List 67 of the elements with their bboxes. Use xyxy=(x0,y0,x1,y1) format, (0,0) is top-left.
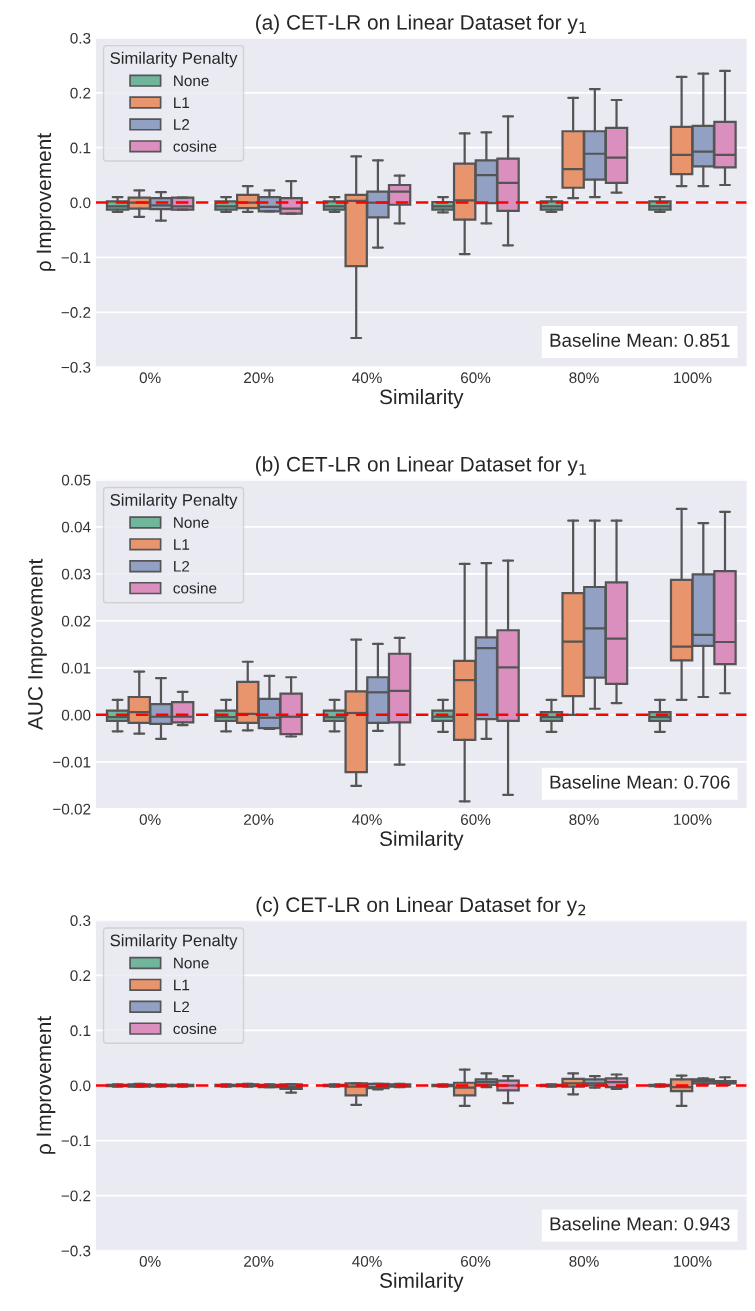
legend-label: cosine xyxy=(173,140,217,152)
x-tick-label: 0% xyxy=(139,372,161,384)
y-tick-label: −0.2 xyxy=(61,1190,91,1202)
y-tick-label: 0.04 xyxy=(61,521,91,533)
legend-label: L2 xyxy=(174,560,190,572)
legend-label: L2 xyxy=(174,1001,190,1013)
y-tick-label: 0.0 xyxy=(70,197,91,209)
legend-label: L2 xyxy=(174,119,190,130)
y-tick-label: 0.0 xyxy=(70,1080,91,1092)
y-axis-title: ρ Improvement xyxy=(36,133,56,271)
x-tick-label: 40% xyxy=(352,1255,382,1267)
y-tick-label: 0.2 xyxy=(70,87,91,99)
legend-label: L1 xyxy=(174,979,190,991)
legend-label: cosine xyxy=(173,582,217,594)
x-axis-title: Similarity xyxy=(379,1272,464,1292)
y-tick-label: −0.01 xyxy=(53,756,91,768)
y-tick-label: 0.00 xyxy=(61,709,91,721)
annotation: Baseline Mean: 0.851 xyxy=(550,333,730,347)
legend-label: None xyxy=(174,517,209,528)
annotation: Baseline Mean: 0.706 xyxy=(550,774,730,789)
x-tick-label: 40% xyxy=(352,372,382,384)
x-tick-label: 20% xyxy=(244,814,274,825)
x-tick-label: 100% xyxy=(674,372,712,384)
y-tick-label: −0.3 xyxy=(61,361,91,373)
y-tick-label: 0.3 xyxy=(70,32,91,44)
x-axis-title: Similarity xyxy=(379,830,464,851)
legend-label: L1 xyxy=(174,539,190,550)
legend-title: Similarity Penalty xyxy=(110,51,238,68)
y-tick-label: 0.3 xyxy=(70,915,91,927)
legend-title: Similarity Penalty xyxy=(110,493,238,510)
y-tick-label: 0.03 xyxy=(61,568,91,580)
y-tick-label: −0.2 xyxy=(61,307,91,318)
chart-title: (a) CET-LR on Linear Dataset for y$_{1}$ xyxy=(256,14,586,34)
y-tick-label: 0.2 xyxy=(70,970,91,982)
x-tick-label: 100% xyxy=(674,814,712,825)
chart-title: (b) CET-LR on Linear Dataset for y$_{1}$ xyxy=(256,456,586,476)
x-tick-label: 0% xyxy=(139,1255,161,1267)
y-tick-label: 0.01 xyxy=(61,662,91,674)
y-tick-label: −0.3 xyxy=(61,1245,91,1257)
y-tick-label: 0.05 xyxy=(61,474,91,486)
legend-title: Similarity Penalty xyxy=(110,934,238,950)
x-tick-label: 20% xyxy=(244,1255,274,1267)
x-tick-label: 60% xyxy=(461,1255,491,1267)
chart-title: (c) CET-LR on Linear Dataset for y$_{2}$ xyxy=(256,896,586,917)
legend-label: L1 xyxy=(174,97,190,108)
x-tick-label: 0% xyxy=(139,814,161,825)
x-tick-label: 40% xyxy=(352,814,382,825)
y-tick-label: −0.1 xyxy=(61,1135,91,1147)
x-tick-label: 100% xyxy=(674,1255,712,1267)
x-tick-label: 80% xyxy=(569,372,599,384)
x-tick-label: 80% xyxy=(569,814,599,825)
y-tick-label: −0.1 xyxy=(61,252,91,264)
y-tick-label: −0.02 xyxy=(53,803,91,815)
x-tick-label: 60% xyxy=(461,814,491,825)
y-tick-label: 0.02 xyxy=(61,615,91,627)
x-tick-label: 60% xyxy=(461,372,491,384)
y-axis-title: AUC Improvement xyxy=(27,558,47,730)
x-tick-label: 80% xyxy=(569,1255,599,1267)
y-tick-label: 0.1 xyxy=(70,142,91,154)
y-tick-label: 0.1 xyxy=(70,1025,91,1037)
legend-label: cosine xyxy=(173,1022,217,1035)
y-axis-title: ρ Improvement xyxy=(36,1016,56,1154)
annotation: Baseline Mean: 0.943 xyxy=(550,1216,730,1231)
x-tick-label: 20% xyxy=(244,372,274,384)
x-axis-title: Similarity xyxy=(379,388,464,409)
legend-label: None xyxy=(174,957,209,969)
legend-label: None xyxy=(174,75,209,87)
